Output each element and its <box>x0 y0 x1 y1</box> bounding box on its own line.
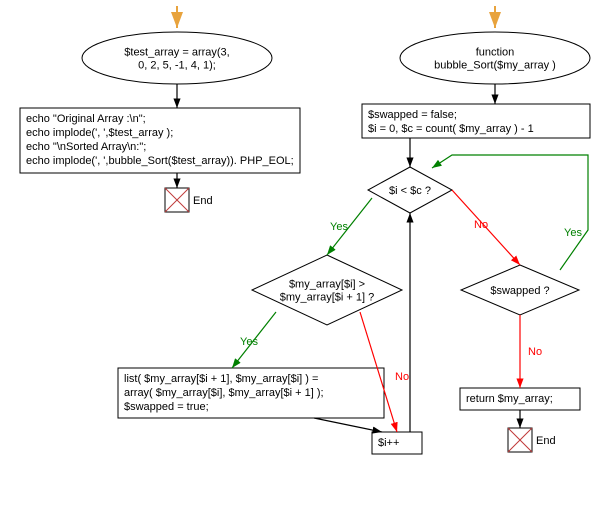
swap_rect-line-2: $swapped = true; <box>124 401 209 413</box>
edge-swap_to_inc <box>314 418 382 432</box>
inc_rect-line-0: $i++ <box>378 437 399 449</box>
right_ellipse-line-1: bubble_Sort($my_array ) <box>434 60 556 72</box>
left_ellipse-line-1: 0, 2, 5, -1, 4, 1); <box>138 60 216 72</box>
left_rect-line-2: echo "\nSorted Array\n:"; <box>26 141 146 153</box>
swap_rect-line-0: list( $my_array[$i + 1], $my_array[$i] )… <box>124 373 318 385</box>
edge-cond_cmp_no-label: No <box>395 371 409 383</box>
left_rect-line-1: echo implode(', ',$test_array ); <box>26 127 173 139</box>
right_ellipse-line-0: function <box>476 47 515 59</box>
edge-cond_cmp_no <box>360 312 397 432</box>
right_end-label: End <box>536 435 556 447</box>
left_rect-line-3: echo implode(', ',bubble_Sort($test_arra… <box>26 155 294 167</box>
edge-cond_swapped_yes <box>432 155 588 270</box>
cond_ic-line-0: $i < $c ? <box>389 185 431 197</box>
return_rect-line-0: return $my_array; <box>466 393 553 405</box>
edge-cond_swapped_yes-label: Yes <box>564 227 582 239</box>
cond_swapped-line-0: $swapped ? <box>490 285 549 297</box>
init_rect-line-1: $i = 0, $c = count( $my_array ) - 1 <box>368 123 534 135</box>
edge-cond_ic_no-label: No <box>474 219 488 231</box>
cond_cmp-line-0: $my_array[$i] > <box>289 279 365 291</box>
left_ellipse-line-0: $test_array = array(3, <box>124 47 229 59</box>
left_rect-line-0: echo "Original Array :\n"; <box>26 113 146 125</box>
swap_rect-line-1: array( $my_array[$i], $my_array[$i + 1] … <box>124 387 324 399</box>
left_end-label: End <box>193 195 213 207</box>
cond_cmp-line-1: $my_array[$i + 1] ? <box>280 292 374 304</box>
edge-cond_ic_yes-label: Yes <box>330 221 348 233</box>
edge-cond_cmp_yes-label: Yes <box>240 336 258 348</box>
init_rect-line-0: $swapped = false; <box>368 109 457 121</box>
flowchart-canvas: $test_array = array(3,0, 2, 5, -1, 4, 1)… <box>0 0 602 505</box>
edge-cond_swapped_no-label: No <box>528 346 542 358</box>
